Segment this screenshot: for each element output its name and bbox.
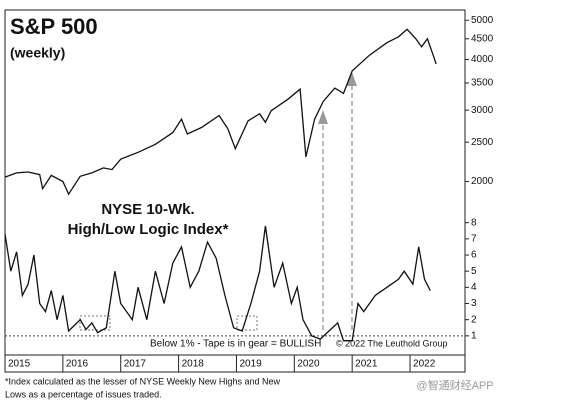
chart-title: S&P 500 — [10, 14, 98, 39]
y-tick-label: 2000 — [471, 176, 494, 187]
annotation: Below 1% - Tape is in gear = BULLISH — [150, 339, 321, 350]
chart-subtitle: (weekly) — [10, 45, 65, 61]
x-tick-label: 2016 — [66, 359, 89, 370]
x-tick-label: 2018 — [182, 359, 205, 370]
y-tick-label: 5000 — [471, 15, 494, 26]
arrow-head — [347, 72, 357, 86]
y-tick-label: 2 — [471, 314, 477, 325]
y-tick-label: 7 — [471, 234, 477, 245]
series-line — [4, 225, 431, 342]
y-tick-label: 3500 — [471, 78, 494, 89]
y-tick-label: 4000 — [471, 54, 494, 65]
footnote: Lows as a percentage of issues traded. — [5, 389, 162, 399]
y-tick-label: 4 — [471, 282, 477, 293]
frame — [4, 9, 466, 373]
y-tick-label: 8 — [471, 217, 477, 228]
x-tick-label: 2015 — [8, 359, 31, 370]
copyright: © 2022 The Leuthold Group — [336, 338, 448, 348]
panel-title: NYSE 10-Wk. — [101, 201, 194, 218]
highlight-box — [79, 315, 111, 331]
x-tick-label: 2020 — [297, 359, 320, 370]
y-tick-label: 6 — [471, 250, 477, 261]
x-tick-label: 2022 — [413, 359, 436, 370]
y-tick-label: 1 — [471, 330, 477, 341]
x-tick-label: 2021 — [355, 359, 378, 370]
x-tick-label: 2019 — [239, 359, 262, 370]
arrow-head — [318, 110, 328, 124]
footnote: *Index calculated as the lesser of NYSE … — [5, 376, 280, 386]
series-line — [4, 28, 437, 196]
watermark: @智通财经APP — [416, 378, 493, 392]
y-tick-label: 3 — [471, 298, 477, 309]
y-tick-label: 2500 — [471, 137, 494, 148]
y-tick-label: 3000 — [471, 105, 494, 116]
x-tick-label: 2017 — [124, 359, 147, 370]
y-tick-label: 5 — [471, 266, 477, 277]
highlight-box — [236, 315, 258, 331]
panel-title: High/Low Logic Index* — [68, 221, 229, 238]
y-tick-label: 4500 — [471, 33, 494, 44]
